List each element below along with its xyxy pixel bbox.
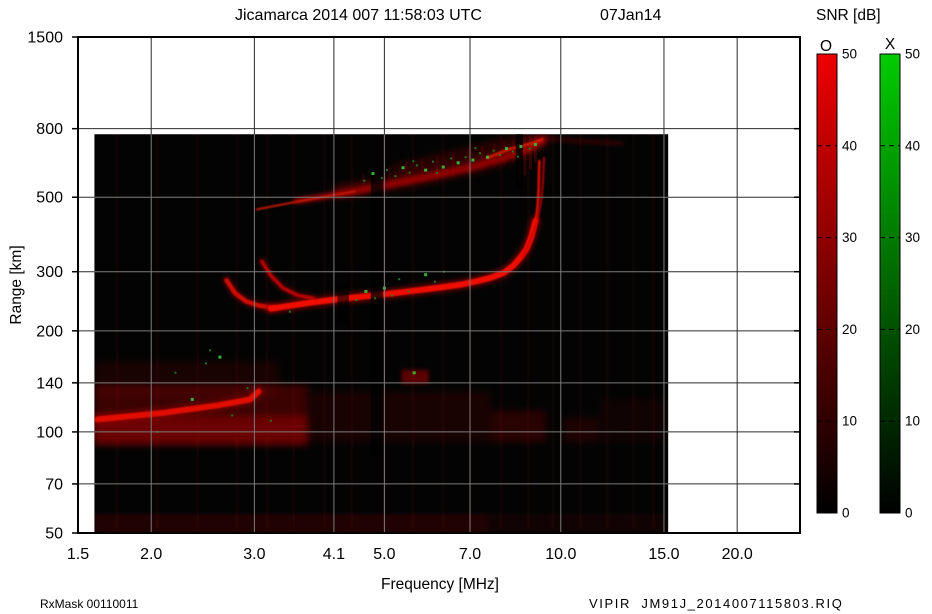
colorbar-X — [879, 53, 901, 514]
y-tick-label: 70 — [45, 476, 63, 493]
colorbar-tick-label: 10 — [905, 414, 920, 429]
colorbar-o-label: O — [820, 38, 832, 55]
x-tick-label: 7.0 — [459, 546, 481, 563]
y-tick-label: 300 — [36, 264, 63, 281]
x-tick-label: 10.0 — [545, 546, 576, 563]
plot-title-date: 07Jan14 — [600, 7, 661, 24]
snr-colorbars: 50 40 30 20 10 0 50 40 30 20 10 0 — [816, 47, 920, 521]
gridlines-over-data — [94, 134, 669, 533]
plot-frame — [77, 36, 801, 534]
colorbar-tick-label: 30 — [905, 230, 920, 245]
y-tick-label: 140 — [36, 375, 63, 392]
axis-tick-marks — [72, 36, 800, 534]
x-tick-label: 2.0 — [140, 546, 162, 563]
y-tick-label: 100 — [36, 424, 63, 441]
colorbar-title: SNR [dB] — [816, 7, 881, 24]
x-tick-label: 4.1 — [323, 546, 345, 563]
y-tick-label: 200 — [36, 323, 63, 340]
y-tick-label: 1500 — [27, 30, 63, 47]
colorbar-tick-label: 50 — [842, 47, 857, 62]
colorbar-tick-label: 10 — [842, 414, 857, 429]
x-axis-title: Frequency [MHz] — [381, 576, 499, 593]
plot-title-datetime: Jicamarca 2014 007 11:58:03 UTC — [235, 7, 482, 24]
colorbar-O — [816, 53, 838, 514]
colorbar-tick-label: 20 — [905, 322, 920, 337]
x-tick-label: 15.0 — [648, 546, 679, 563]
x-tick-label: 20.0 — [722, 546, 753, 563]
x-tick-label: 5.0 — [373, 546, 395, 563]
x-tick-label: 3.0 — [243, 546, 265, 563]
colorbar-tick-label: 40 — [842, 138, 857, 153]
x-tick-label: 1.5 — [67, 546, 89, 563]
colorbar-tick-label: 50 — [905, 47, 920, 62]
y-tick-label: 50 — [45, 526, 63, 543]
colorbar-tick-label: 40 — [905, 138, 920, 153]
colorbar-tick-label: 30 — [842, 230, 857, 245]
file-name-text: VIPIR JM91J_2014007115803.RIQ — [589, 596, 843, 611]
axis-tick-labels: 1500 800 500 300 200 140 100 70 501.5 2.0 3.0 4.1 5.… — [27, 30, 752, 564]
colorbar-tick-label: 20 — [842, 322, 857, 337]
colorbar-tick-label: 0 — [905, 506, 913, 521]
colorbar-x-label: X — [885, 36, 896, 53]
y-tick-label: 800 — [36, 121, 63, 138]
rx-mask-text: RxMask 00110011 — [40, 597, 139, 611]
y-axis-title: Range [km] — [8, 245, 25, 324]
y-tick-label: 500 — [36, 190, 63, 207]
colorbar-tick-label: 0 — [842, 506, 850, 521]
